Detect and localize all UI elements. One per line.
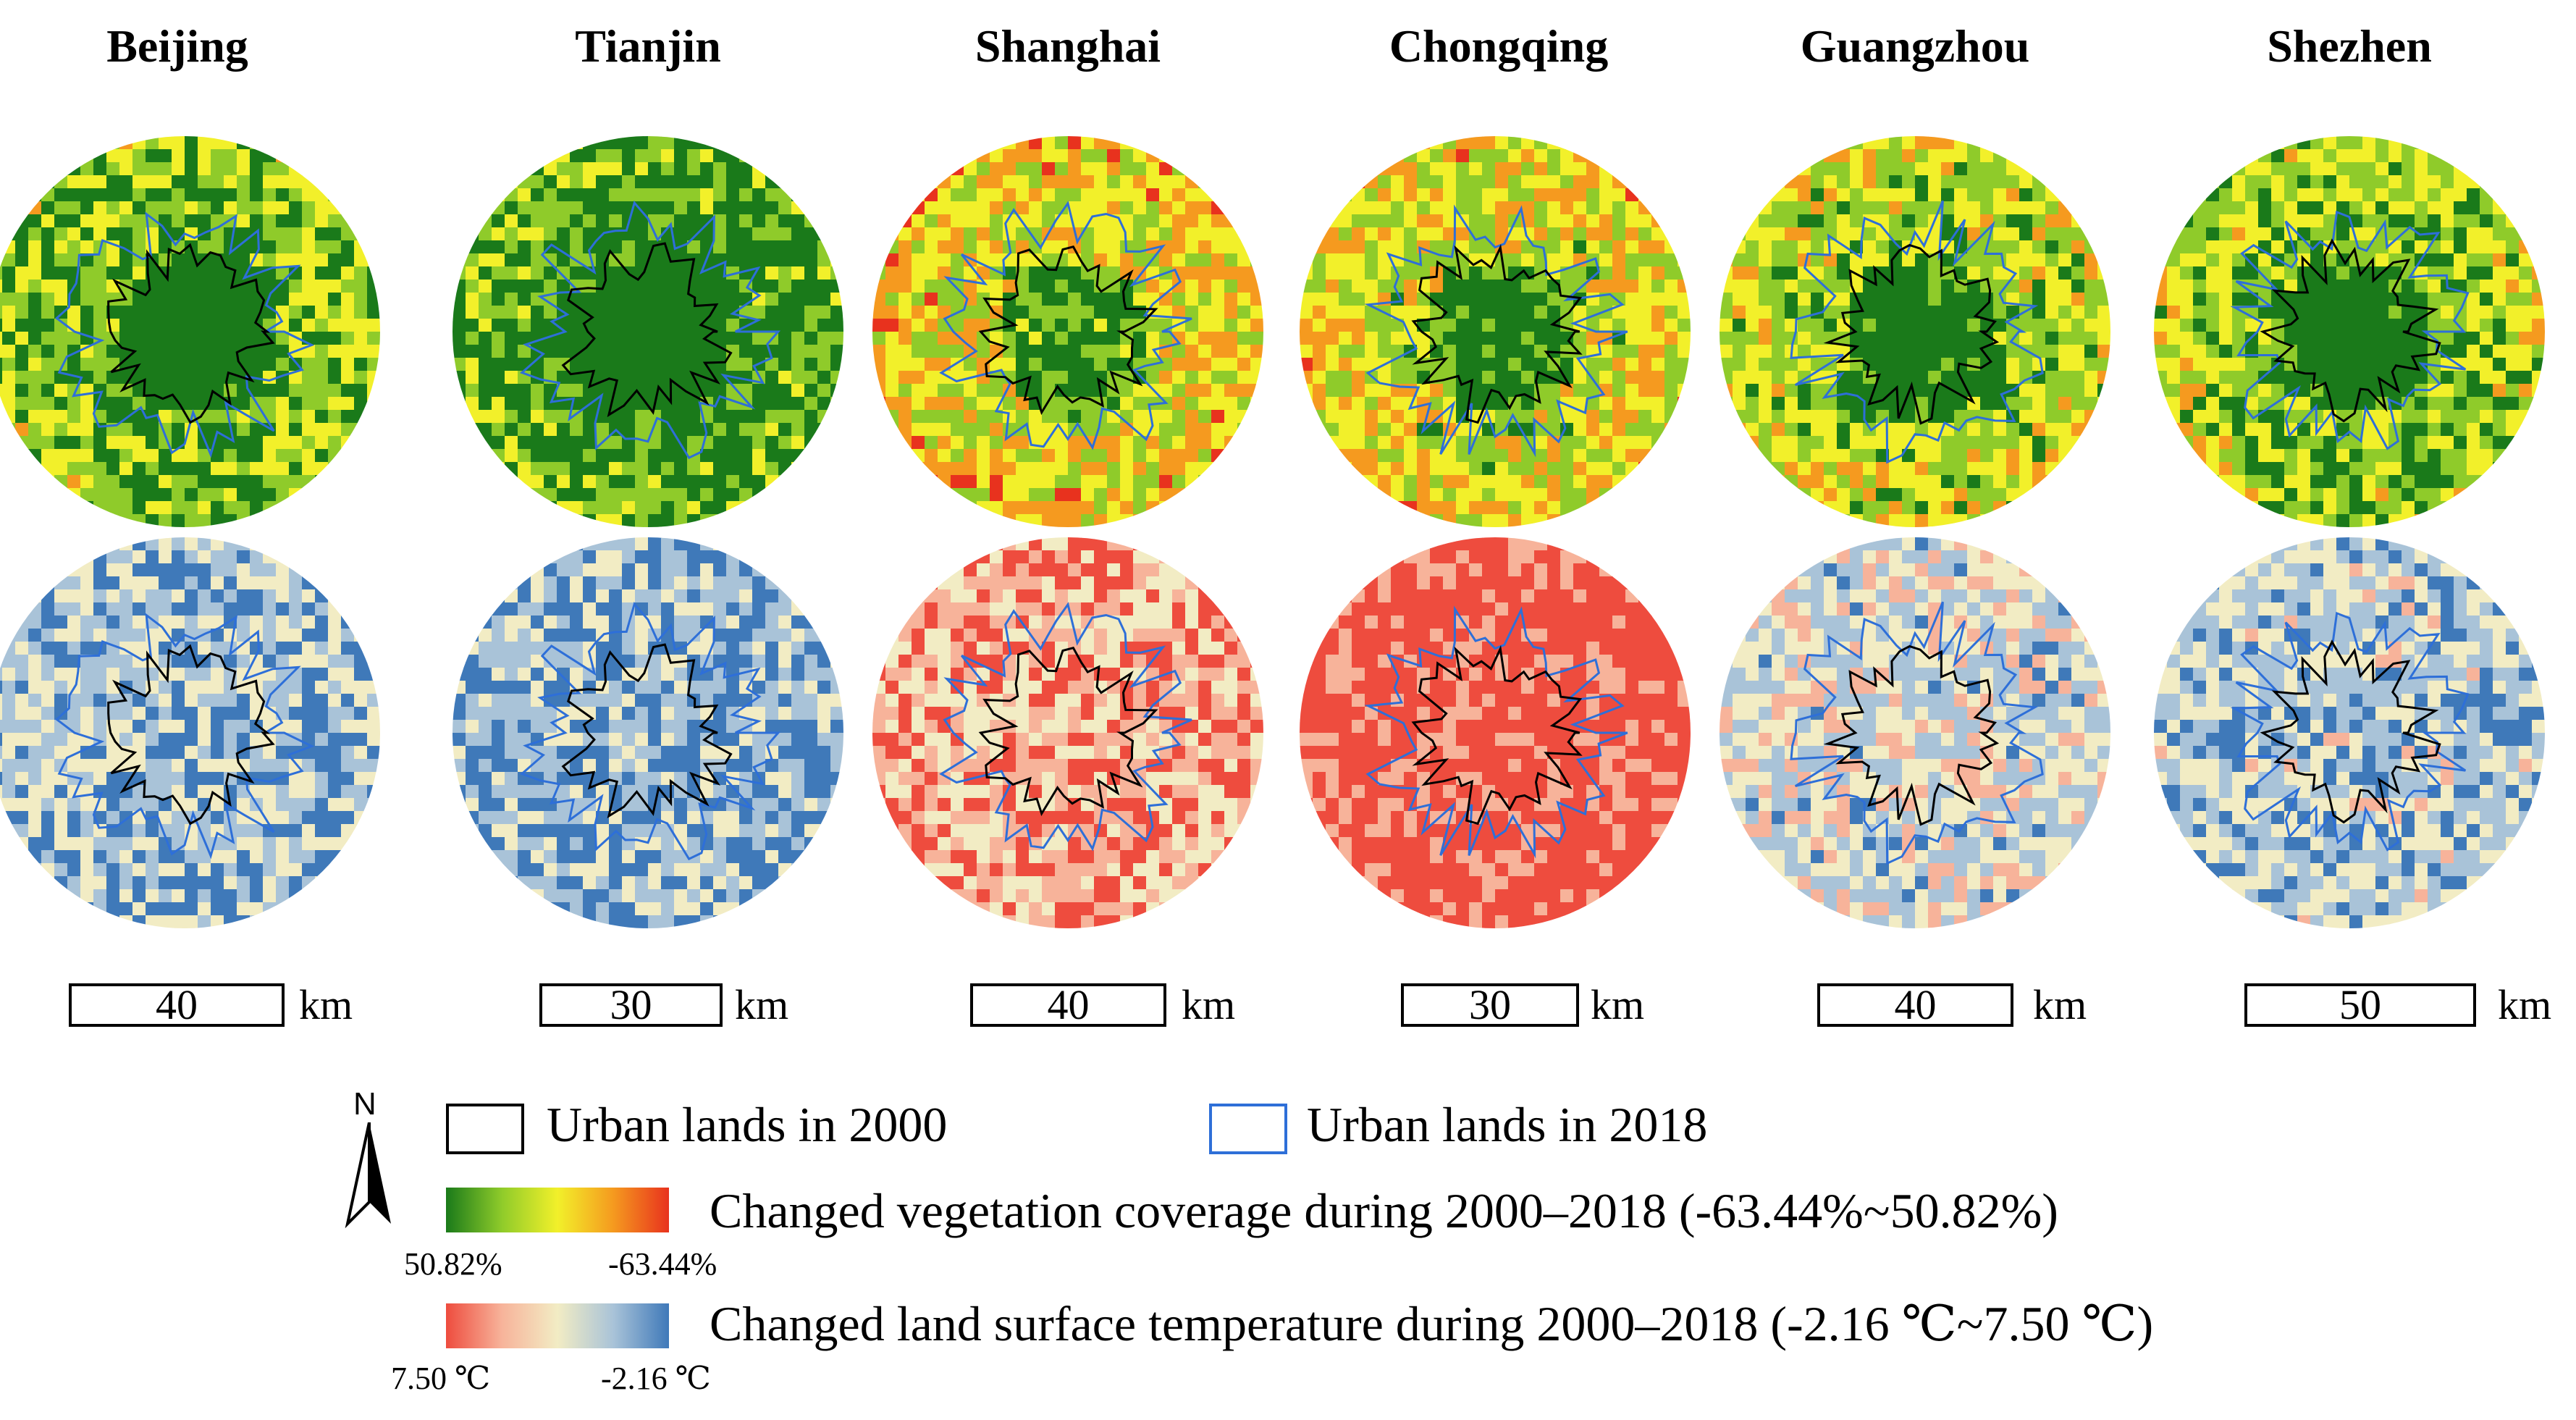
urban-2018-boundary xyxy=(1364,204,1628,458)
north-arrow-icon xyxy=(345,1122,391,1229)
urban-2000-boundary xyxy=(1823,644,2000,826)
urban-2000-boundary xyxy=(561,643,733,819)
scalebar-unit: km xyxy=(299,981,353,1028)
scalebar-chongqing: 30 km xyxy=(1401,983,1705,1070)
tianjin-veg-map xyxy=(453,136,843,527)
scalebar-unit: km xyxy=(735,981,789,1028)
lst-min-label: 7.50 ℃ xyxy=(391,1361,491,1396)
vegetation-max-label: -63.44% xyxy=(608,1246,717,1282)
urban-2000-boundary xyxy=(1411,644,1583,825)
beijing-veg-map xyxy=(0,136,380,527)
urban-2000-boundary xyxy=(2260,238,2441,423)
scalebar-unit: km xyxy=(1182,981,1236,1028)
scalebar-box: 30 xyxy=(539,983,723,1027)
legend-label-urban-2018: Urban lands in 2018 xyxy=(1307,1097,1708,1152)
urban-2000-boundary xyxy=(978,245,1158,416)
urban-2018-boundary xyxy=(2230,611,2470,852)
scalebar-unit: km xyxy=(1591,981,1645,1028)
city-title-shanghai: Shanghai xyxy=(975,20,1161,72)
guangzhou-veg-map xyxy=(1720,136,2110,527)
lst-max-label: -2.16 ℃ xyxy=(601,1361,711,1396)
north-arrow: N xyxy=(340,1086,398,1231)
scalebar-box: 40 xyxy=(970,983,1166,1027)
urban-2018-boundary xyxy=(2230,210,2470,450)
scalebar-box: 50 xyxy=(2244,983,2476,1027)
city-title-shezhen: Shezhen xyxy=(2267,20,2432,72)
north-label: N xyxy=(353,1086,376,1122)
scalebar-box: 40 xyxy=(1817,983,2013,1027)
legend-swatch-urban-2000 xyxy=(446,1104,524,1154)
city-title-beijing: Beijing xyxy=(106,20,248,72)
urban-2000-boundary xyxy=(978,646,1158,817)
legend-label-urban-2000: Urban lands in 2000 xyxy=(547,1097,948,1152)
urban-2018-boundary xyxy=(1790,601,2044,865)
lst-color-ramp xyxy=(446,1303,669,1348)
urban-2018-boundary xyxy=(520,201,781,460)
urban-2018-boundary xyxy=(54,211,315,458)
chongqing-lst-map xyxy=(1300,537,1691,928)
tianjin-lst-map xyxy=(453,537,843,928)
urban-2000-boundary xyxy=(2260,639,2441,824)
scalebar-box: 30 xyxy=(1401,983,1579,1027)
scalebar-guangzhou: 40 km xyxy=(1817,983,2121,1070)
urban-2018-boundary xyxy=(939,201,1192,450)
legend-swatch-urban-2018 xyxy=(1209,1104,1287,1154)
scalebar-shanghai: 40 km xyxy=(970,983,1274,1070)
urban-2018-boundary xyxy=(54,613,315,860)
scalebar-unit: km xyxy=(2498,981,2552,1028)
beijing-lst-map xyxy=(0,537,380,928)
shanghai-lst-map xyxy=(872,537,1263,928)
legend-label-lst: Changed land surface temperature during … xyxy=(710,1296,2154,1351)
city-title-guangzhou: Guangzhou xyxy=(1800,20,2030,72)
urban-2000-boundary xyxy=(1411,243,1583,424)
vegetation-min-label: 50.82% xyxy=(404,1246,502,1282)
urban-2000-boundary xyxy=(107,243,275,424)
urban-2018-boundary xyxy=(1790,200,2044,464)
scalebar-tianjin: 30 km xyxy=(539,983,843,1070)
urban-2000-boundary xyxy=(107,644,275,825)
city-title-chongqing: Chongqing xyxy=(1389,20,1609,72)
city-title-tianjin: Tianjin xyxy=(575,20,721,72)
scalebar-shezhen: 50 km xyxy=(2244,983,2563,1070)
shezhen-lst-map xyxy=(2154,537,2545,928)
urban-2018-boundary xyxy=(520,602,781,861)
urban-2000-boundary xyxy=(561,242,733,418)
scalebar-unit: km xyxy=(2033,981,2087,1028)
guangzhou-lst-map xyxy=(1720,537,2110,928)
scalebar-box: 40 xyxy=(69,983,285,1027)
chongqing-veg-map xyxy=(1300,136,1691,527)
urban-2000-boundary xyxy=(1823,243,2000,425)
urban-2018-boundary xyxy=(939,602,1192,852)
shanghai-veg-map xyxy=(872,136,1263,527)
shezhen-veg-map xyxy=(2154,136,2545,527)
urban-2018-boundary xyxy=(1364,605,1628,859)
legend-label-vegetation: Changed vegetation coverage during 2000–… xyxy=(710,1183,2058,1238)
vegetation-color-ramp xyxy=(446,1188,669,1232)
scalebar-beijing: 40 km xyxy=(69,983,373,1070)
